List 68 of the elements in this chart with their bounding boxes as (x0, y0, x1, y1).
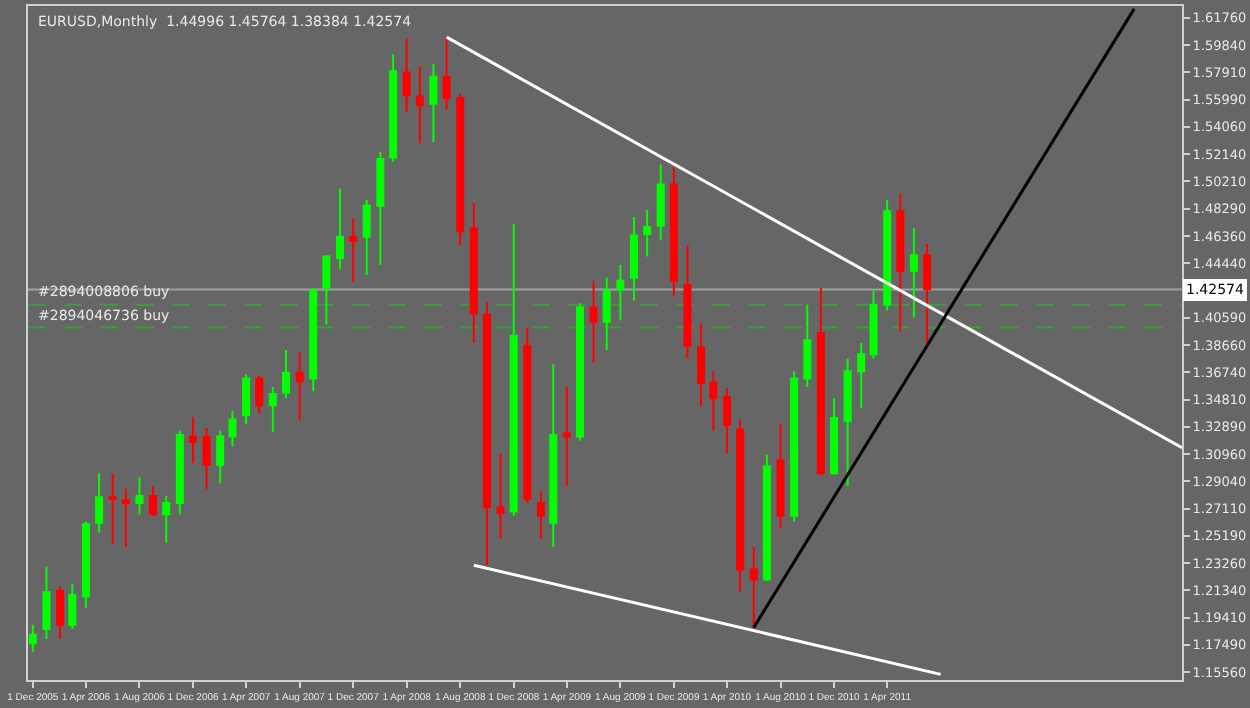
candlestick (857, 342, 866, 410)
candlestick (749, 545, 758, 629)
candlestick (255, 374, 264, 415)
candlestick (790, 370, 799, 523)
candlestick (282, 349, 291, 400)
candlestick (575, 302, 584, 442)
candlestick (736, 418, 745, 594)
candlestick (803, 303, 812, 388)
candlestick (295, 350, 304, 421)
candlestick (162, 494, 171, 544)
candlestick (722, 387, 731, 455)
candlestick (482, 300, 491, 567)
candlestick (429, 63, 438, 143)
candlestick (883, 198, 892, 312)
candlestick (523, 326, 532, 504)
candlestick (28, 623, 37, 653)
candlestick (149, 485, 158, 517)
candlestick (496, 452, 505, 540)
candlestick (456, 92, 465, 247)
candlestick (135, 476, 144, 516)
candlestick (309, 286, 318, 393)
candlestick (42, 565, 51, 640)
candlestick (816, 286, 825, 476)
candlestick (616, 264, 625, 322)
candlestick (589, 279, 598, 364)
candlestick (228, 409, 237, 448)
candlestick (562, 385, 571, 488)
candlestick (349, 217, 358, 284)
candlestick (389, 53, 398, 163)
candlestick (830, 397, 839, 476)
candlestick (776, 422, 785, 530)
candlestick (843, 357, 852, 488)
candlestick (335, 187, 344, 271)
candlestick (536, 490, 545, 540)
candlestick (95, 472, 104, 534)
candlestick (202, 426, 211, 490)
candlestick (697, 322, 706, 408)
candlestick (216, 429, 225, 485)
candlestick (175, 429, 184, 516)
candlestick (869, 289, 878, 360)
candlestick (56, 585, 65, 640)
candlestick (108, 472, 117, 546)
candlestick (469, 201, 478, 344)
candlestick (896, 193, 905, 333)
candlestick (909, 227, 918, 319)
candlestick (602, 276, 611, 352)
candlestick (442, 36, 451, 111)
candlestick (68, 582, 77, 631)
candlestick (81, 520, 90, 609)
candlestick (268, 385, 277, 434)
candlestick (923, 242, 932, 350)
candlestick (656, 163, 665, 241)
candlestick (643, 208, 652, 258)
candlestick (376, 150, 385, 267)
candlestick (709, 370, 718, 432)
candlestick (121, 487, 130, 548)
candlestick (683, 244, 692, 360)
candlestick (242, 373, 251, 425)
candlestick (188, 415, 197, 465)
candlestick (402, 37, 411, 114)
candlestick (669, 166, 678, 298)
candlestick (362, 198, 371, 277)
candlestick (322, 254, 331, 326)
candlestick (415, 65, 424, 145)
candlestick (629, 215, 638, 302)
candlestick (509, 223, 518, 517)
candlestick (762, 453, 771, 582)
candlestick (549, 363, 558, 548)
